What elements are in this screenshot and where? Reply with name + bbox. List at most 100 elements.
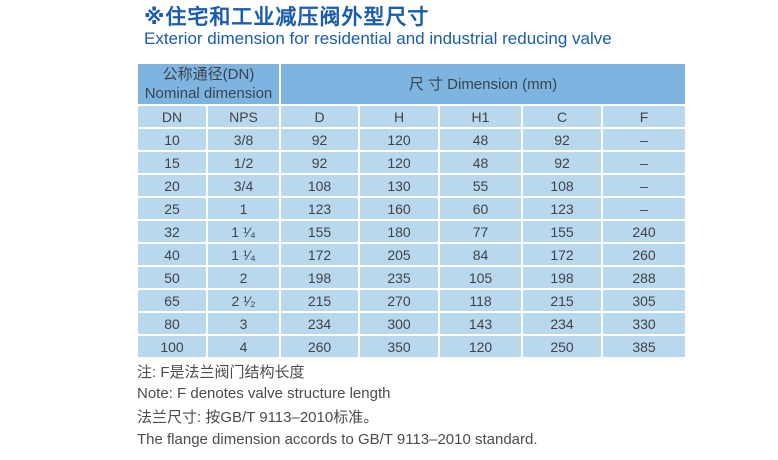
cell-f: –: [603, 152, 685, 173]
table-row: 25 1 123 160 60 123–: [138, 198, 685, 219]
cell-dn: 80: [138, 313, 206, 334]
cell-c: 198: [523, 267, 601, 288]
table-row: 20 3/4 108 130 55 108–: [138, 175, 685, 196]
cell-h1: 118: [440, 290, 521, 311]
cell-d: 260: [281, 336, 358, 357]
cell-c: 155: [523, 221, 601, 242]
cell-h: 180: [360, 221, 438, 242]
nominal-dimension-header-zh: 公称通径(DN): [162, 66, 255, 83]
cell-h1: 120: [440, 336, 521, 357]
cell-f: 305: [603, 290, 685, 311]
column-header-dn: DN: [138, 106, 206, 127]
cell-d: 92: [281, 152, 358, 173]
cell-dn: 65: [138, 290, 206, 311]
cell-dn: 32: [138, 221, 206, 242]
cell-h: 235: [360, 267, 438, 288]
cell-h1: 143: [440, 313, 521, 334]
cell-c: 92: [523, 129, 601, 150]
cell-c: 108: [523, 175, 601, 196]
page-title-english: Exterior dimension for residential and i…: [144, 29, 612, 48]
cell-nps: 1/2: [208, 152, 279, 173]
group-header-row: 公称通径(DN) Nominal dimension 尺 寸 Dimension…: [138, 64, 685, 104]
cell-dn: 100: [138, 336, 206, 357]
cell-d: 234: [281, 313, 358, 334]
table-row: 100 4 260 350 120 250 385: [138, 336, 685, 357]
note-chinese: 注: F是法兰阀门结构长度: [137, 364, 305, 381]
cell-d: 92: [281, 129, 358, 150]
cell-dn: 40: [138, 244, 206, 265]
cell-c: 234: [523, 313, 601, 334]
table-row: 80 3 234 300 143 234 330: [138, 313, 685, 334]
table-row: 32 1 ¹⁄₄ 155 180 77 155 240: [138, 221, 685, 242]
column-header-row: DN NPS D H H1 C F: [138, 106, 685, 127]
flange-note-chinese: 法兰尺寸: 按GB/T 9113–2010标准。: [137, 409, 379, 426]
cell-f: 330: [603, 313, 685, 334]
cell-f: 385: [603, 336, 685, 357]
cell-nps: 3/8: [208, 129, 279, 150]
cell-dn: 10: [138, 129, 206, 150]
cell-h: 160: [360, 198, 438, 219]
cell-dn: 20: [138, 175, 206, 196]
table-row: 65 2 ¹⁄₂ 215 270 118 215 305: [138, 290, 685, 311]
cell-nps: 1: [208, 198, 279, 219]
flange-note-english: The flange dimension accords to GB/T 911…: [137, 431, 538, 448]
cell-nps: 1 ¹⁄₄: [208, 244, 279, 265]
cell-f: 240: [603, 221, 685, 242]
cell-f: –: [603, 129, 685, 150]
cell-nps: 3: [208, 313, 279, 334]
column-header-h1: H1: [440, 106, 521, 127]
cell-nps: 4: [208, 336, 279, 357]
cell-dn: 25: [138, 198, 206, 219]
table-row: 15 1/2 92 120 48 92–: [138, 152, 685, 173]
cell-h: 300: [360, 313, 438, 334]
cell-h: 270: [360, 290, 438, 311]
cell-h1: 48: [440, 152, 521, 173]
cell-nps: 2: [208, 267, 279, 288]
cell-f: 260: [603, 244, 685, 265]
cell-d: 123: [281, 198, 358, 219]
table-row: 50 2 198 235 105 198 288: [138, 267, 685, 288]
table-row: 40 1 ¹⁄₄ 172 205 84 172 260: [138, 244, 685, 265]
cell-c: 123: [523, 198, 601, 219]
cell-h: 120: [360, 129, 438, 150]
cell-h1: 105: [440, 267, 521, 288]
cell-h: 205: [360, 244, 438, 265]
column-header-f: F: [603, 106, 685, 127]
page-title-chinese: ※住宅和工业减压阀外型尺寸: [144, 6, 430, 29]
cell-nps: 2 ¹⁄₂: [208, 290, 279, 311]
cell-h: 130: [360, 175, 438, 196]
table-row: 10 3/8 92 120 48 92–: [138, 129, 685, 150]
footer-notes: 注: F是法兰阀门结构长度 Note: F denotes valve stru…: [137, 363, 538, 450]
cell-d: 198: [281, 267, 358, 288]
cell-h1: 60: [440, 198, 521, 219]
cell-dn: 50: [138, 267, 206, 288]
cell-nps: 1 ¹⁄₄: [208, 221, 279, 242]
cell-d: 108: [281, 175, 358, 196]
cell-d: 155: [281, 221, 358, 242]
column-header-d: D: [281, 106, 358, 127]
cell-f: –: [603, 198, 685, 219]
cell-f: –: [603, 175, 685, 196]
cell-c: 92: [523, 152, 601, 173]
cell-d: 215: [281, 290, 358, 311]
cell-dn: 15: [138, 152, 206, 173]
cell-h: 120: [360, 152, 438, 173]
cell-c: 215: [523, 290, 601, 311]
dimension-table: 公称通径(DN) Nominal dimension 尺 寸 Dimension…: [136, 62, 687, 359]
cell-nps: 3/4: [208, 175, 279, 196]
column-header-h: H: [360, 106, 438, 127]
cell-h: 350: [360, 336, 438, 357]
table-body: 10 3/8 92 120 48 92–15 1/2 92 120 48 92–20 3/4 108 13…: [138, 129, 685, 357]
nominal-dimension-header-en: Nominal dimension: [144, 85, 273, 102]
cell-h1: 77: [440, 221, 521, 242]
cell-c: 250: [523, 336, 601, 357]
column-header-nps: NPS: [208, 106, 279, 127]
nominal-dimension-header: 公称通径(DN) Nominal dimension: [138, 64, 279, 104]
cell-h1: 48: [440, 129, 521, 150]
cell-c: 172: [523, 244, 601, 265]
cell-f: 288: [603, 267, 685, 288]
column-header-c: C: [523, 106, 601, 127]
cell-h1: 84: [440, 244, 521, 265]
cell-h1: 55: [440, 175, 521, 196]
